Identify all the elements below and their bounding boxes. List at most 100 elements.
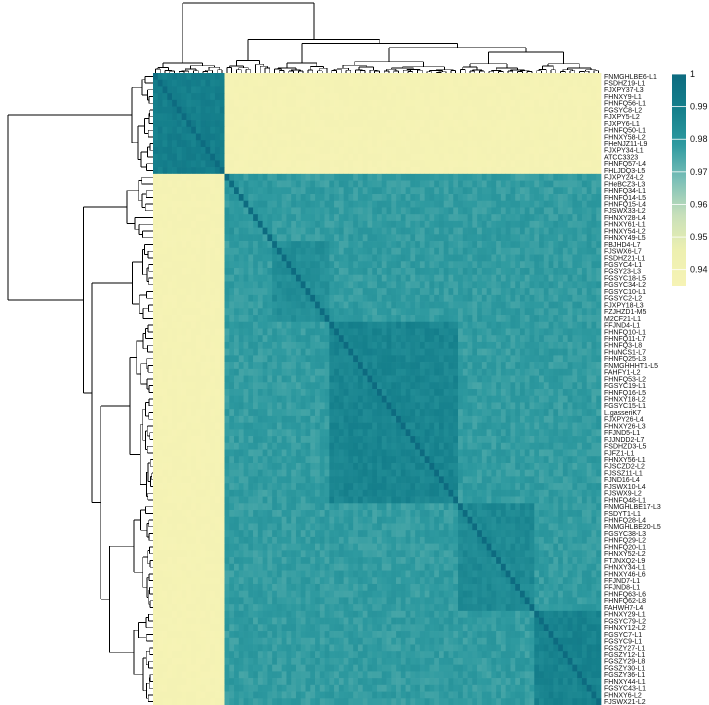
heatmap-cell [153, 194, 159, 202]
heatmap-cell [477, 167, 483, 175]
heatmap-cell [596, 288, 602, 296]
heatmap-cell [381, 294, 387, 302]
heatmap-cell [219, 341, 225, 350]
heatmap-cell [429, 153, 435, 161]
heatmap-cell [419, 79, 426, 87]
heatmap-cell [286, 133, 292, 141]
heatmap-cell [481, 73, 487, 81]
heatmap-cell [157, 335, 163, 343]
heatmap-cell [191, 308, 197, 316]
heatmap-cell [348, 73, 354, 81]
heatmap-cell [157, 355, 163, 363]
heatmap-cell [419, 335, 426, 343]
heatmap-cell [253, 86, 259, 94]
heatmap-cell [257, 328, 263, 336]
heatmap-cell [448, 321, 454, 329]
heatmap-cell [172, 200, 178, 208]
heatmap-cell [496, 79, 502, 87]
heatmap-cell [157, 173, 163, 181]
heatmap-cell [167, 254, 173, 262]
heatmap-cell [334, 267, 340, 276]
heatmap-cell [329, 315, 335, 323]
heatmap-cell [419, 321, 426, 329]
heatmap-cell [477, 113, 483, 121]
heatmap-cell [157, 261, 163, 269]
heatmap-cell [219, 86, 225, 94]
heatmap-cell [224, 315, 230, 323]
heatmap-cell [343, 146, 349, 155]
heatmap-cell [481, 153, 487, 161]
heatmap-cell [186, 140, 192, 148]
heatmap-cell [386, 73, 392, 81]
heatmap-cell [186, 160, 192, 168]
heatmap-cell [486, 301, 492, 309]
heatmap-cell [405, 227, 411, 235]
heatmap-cell [505, 261, 511, 269]
heatmap-cell [253, 288, 259, 296]
heatmap-cell [248, 146, 254, 155]
heatmap-cell [591, 140, 597, 148]
heatmap-cell [581, 113, 588, 121]
heatmap-cell [581, 160, 588, 168]
heatmap-cell [224, 294, 230, 302]
heatmap-cell [272, 321, 278, 329]
heatmap-cell [300, 73, 306, 81]
heatmap-cell [529, 362, 535, 370]
heatmap-cell [362, 294, 368, 302]
heatmap-cell [257, 308, 263, 316]
heatmap-cell [472, 173, 478, 181]
heatmap-cell [472, 288, 478, 296]
heatmap-cell [581, 274, 588, 282]
heatmap-cell [234, 120, 240, 128]
heatmap-cell [195, 73, 202, 81]
heatmap-cell [238, 146, 244, 155]
heatmap-cell [515, 348, 521, 356]
heatmap-cell [310, 341, 316, 350]
heatmap-cell [348, 146, 354, 155]
heatmap-cell [586, 140, 592, 148]
heatmap-cell [558, 308, 564, 316]
heatmap-cell [548, 200, 554, 208]
heatmap-cell [267, 241, 273, 249]
heatmap-cell [438, 348, 445, 356]
heatmap-cell [591, 241, 597, 249]
heatmap-cell [362, 341, 368, 350]
heatmap-cell [229, 220, 235, 228]
heatmap-cell [486, 315, 492, 323]
heatmap-cell [481, 173, 487, 181]
heatmap-cell [343, 321, 349, 329]
heatmap-cell [558, 362, 564, 370]
heatmap-cell [181, 79, 187, 87]
heatmap-cell [562, 328, 568, 336]
heatmap-cell [229, 267, 235, 276]
heatmap-cell [286, 261, 292, 269]
heatmap-cell [548, 321, 554, 329]
heatmap-cell [343, 194, 349, 202]
heatmap-cell [558, 99, 564, 107]
heatmap-cell [167, 267, 173, 276]
heatmap-cell [577, 234, 583, 242]
heatmap-cell [477, 234, 483, 242]
heatmap-cell [415, 200, 421, 208]
heatmap-cell [348, 341, 354, 350]
heatmap-cell [295, 207, 302, 215]
heatmap-cell [157, 234, 163, 242]
heatmap-cell [162, 120, 168, 128]
heatmap-cell [334, 153, 340, 161]
heatmap-cell [400, 207, 406, 215]
heatmap-cell [195, 274, 202, 282]
heatmap-cell [567, 227, 573, 235]
heatmap-cell [415, 126, 421, 134]
heatmap-cell [167, 173, 173, 181]
heatmap-cell [567, 106, 573, 114]
heatmap-cell [415, 180, 421, 188]
heatmap-cell [581, 140, 588, 148]
heatmap-cell [434, 200, 440, 208]
heatmap-cell [553, 194, 559, 202]
heatmap-cell [219, 247, 225, 255]
heatmap-cell [234, 140, 240, 148]
heatmap-cell [515, 167, 521, 175]
heatmap-cell [224, 200, 230, 208]
heatmap-cell [348, 335, 354, 343]
heatmap-cell [505, 241, 511, 249]
